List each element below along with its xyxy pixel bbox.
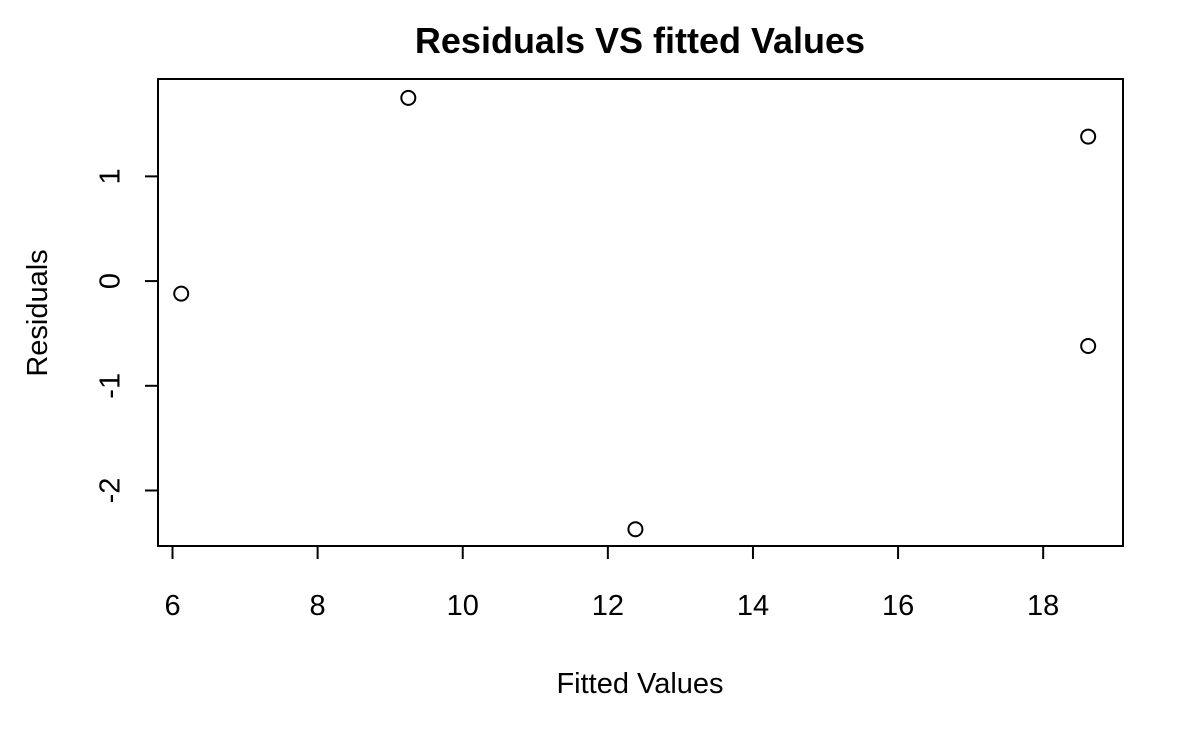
x-tick-label: 12: [592, 590, 624, 622]
y-tick-label: -1: [95, 373, 127, 399]
y-axis: -2 -1 0 1: [95, 168, 159, 504]
y-tick-label: -2: [95, 478, 127, 504]
scatter-point: [400, 89, 417, 106]
x-tick-label: 16: [882, 590, 914, 622]
plot-frame: [157, 78, 1124, 547]
x-tick-label: 14: [737, 590, 769, 622]
y-tick-label: 1: [95, 168, 127, 184]
scatter-point: [173, 285, 190, 302]
data-points: [173, 89, 1097, 538]
x-tick-label: 8: [310, 590, 326, 622]
y-tick-label: 0: [95, 273, 127, 289]
y-axis-label: Residuals: [22, 249, 54, 376]
scatter-point: [1080, 128, 1097, 145]
x-tick-label: 10: [447, 590, 479, 622]
scatter-point: [1080, 338, 1097, 355]
scatter-point: [627, 521, 644, 538]
x-tick-label: 18: [1027, 590, 1059, 622]
x-axis: 6 8 10 12 14 16 18: [164, 545, 1059, 622]
chart-title: Residuals VS fitted Values: [415, 20, 865, 61]
x-axis-label: Fitted Values: [556, 668, 723, 700]
x-tick-label: 6: [164, 590, 180, 622]
